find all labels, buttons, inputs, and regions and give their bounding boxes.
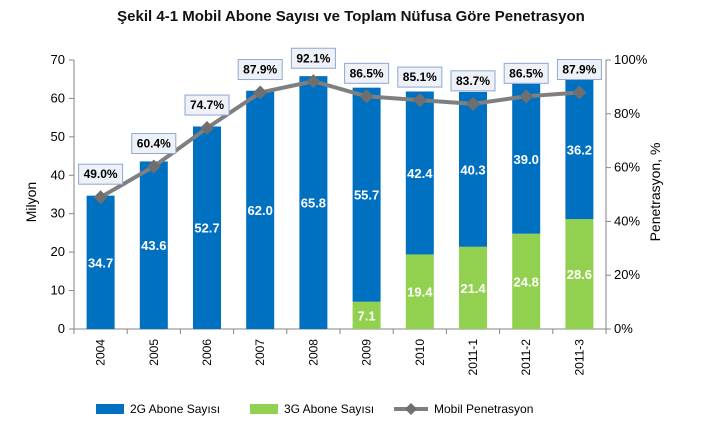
left-tick-label: 20 xyxy=(51,244,65,259)
x-tick-label: 2011-3 xyxy=(572,339,586,376)
left-tick-label: 0 xyxy=(58,321,65,336)
bar-3g-label: 21.4 xyxy=(460,281,486,296)
penetration-label: 49.0% xyxy=(84,167,118,181)
bar-3g-label: 24.8 xyxy=(514,274,539,289)
bar-2g-label: 43.6 xyxy=(141,238,166,253)
legend-2g-label: 2G Abone Sayısı xyxy=(130,402,220,416)
bar-2g-label: 62.0 xyxy=(248,203,273,218)
left-tick-label: 60 xyxy=(51,90,65,105)
bar-2g-label: 39.0 xyxy=(514,152,539,167)
penetration-label-box xyxy=(131,133,177,155)
y-axis-title: Milyon xyxy=(23,182,39,222)
x-tick-label: 2004 xyxy=(94,339,108,366)
legend-penetration-label: Mobil Penetrasyon xyxy=(434,402,533,416)
penetration-marker xyxy=(306,74,321,89)
penetration-label-box xyxy=(450,70,496,92)
bar-3g-label: 28.6 xyxy=(567,267,592,282)
bar-3g-label: 19.4 xyxy=(407,285,433,300)
bar-2g xyxy=(352,87,381,302)
legend-2g-swatch xyxy=(96,404,124,414)
x-tick-label: 2010 xyxy=(413,339,427,366)
penetration-label-box xyxy=(184,94,230,116)
bar-3g xyxy=(512,233,541,329)
penetration-marker xyxy=(253,85,268,100)
penetration-label: 85.1% xyxy=(403,70,437,84)
penetration-marker xyxy=(412,93,427,108)
right-tick-label: 60% xyxy=(614,160,640,175)
bar-2g xyxy=(193,126,221,329)
penetration-marker xyxy=(93,190,108,205)
bar-2g-label: 34.7 xyxy=(88,255,113,270)
bar-2g xyxy=(86,195,115,329)
bar-2g xyxy=(299,76,328,329)
right-tick-label: 20% xyxy=(614,267,640,282)
x-tick-label: 2005 xyxy=(147,339,161,366)
y2-axis-title: Penetrasyon, % xyxy=(647,143,663,242)
x-tick-label: 2007 xyxy=(253,339,267,366)
penetration-marker xyxy=(519,89,534,104)
penetration-label-box xyxy=(290,47,336,69)
bar-2g-label: 55.7 xyxy=(354,188,379,203)
penetration-label: 60.4% xyxy=(137,137,171,151)
left-tick-label: 40 xyxy=(51,167,65,182)
legend-3g-label: 3G Abone Sayısı xyxy=(284,402,374,416)
penetration-label-box xyxy=(237,59,283,81)
penetration-label: 83.7% xyxy=(456,74,490,88)
bar-3g xyxy=(405,254,434,329)
penetration-label-box xyxy=(344,62,390,84)
bar-2g xyxy=(565,79,594,220)
x-tick-label: 2006 xyxy=(200,339,214,366)
right-tick-label: 40% xyxy=(614,213,640,228)
right-tick-label: 100% xyxy=(614,52,648,67)
bar-2g-label: 42.4 xyxy=(407,166,433,181)
penetration-label-box xyxy=(78,163,124,185)
penetration-marker xyxy=(359,89,374,104)
penetration-label: 86.5% xyxy=(509,66,543,80)
left-tick-label: 70 xyxy=(51,52,65,67)
penetration-label-box xyxy=(397,66,443,88)
penetration-marker xyxy=(146,159,161,174)
bar-2g xyxy=(459,91,487,247)
bar-2g xyxy=(512,83,541,234)
bar-3g xyxy=(352,301,381,329)
left-tick-label: 10 xyxy=(51,283,65,298)
bar-2g-label: 36.2 xyxy=(567,143,592,158)
penetration-label: 87.9% xyxy=(562,63,596,77)
x-tick-label: 2009 xyxy=(360,339,374,366)
penetration-marker xyxy=(572,85,587,100)
bar-2g xyxy=(139,161,168,329)
bar-2g-label: 40.3 xyxy=(460,162,485,177)
bar-2g-label: 52.7 xyxy=(194,221,219,236)
penetration-label: 92.1% xyxy=(296,51,330,65)
right-tick-label: 80% xyxy=(614,106,640,121)
bar-3g xyxy=(459,246,487,329)
x-tick-label: 2011-1 xyxy=(466,339,480,376)
bar-2g-label: 65.8 xyxy=(301,196,326,211)
legend-penetration-marker xyxy=(405,403,417,415)
left-tick-label: 30 xyxy=(51,206,65,221)
penetration-label: 87.9% xyxy=(243,63,277,77)
penetration-label-box xyxy=(503,62,549,84)
bar-3g-label: 7.1 xyxy=(358,308,376,323)
penetration-marker xyxy=(200,121,214,136)
penetration-line xyxy=(99,79,580,199)
penetration-label-box xyxy=(556,59,602,81)
bar-3g xyxy=(565,219,594,329)
legend-3g-swatch xyxy=(250,404,278,414)
penetration-label: 86.5% xyxy=(350,66,384,80)
bar-2g xyxy=(405,91,434,255)
left-tick-label: 50 xyxy=(51,129,65,144)
right-tick-label: 0% xyxy=(614,321,633,336)
x-tick-label: 2008 xyxy=(306,339,320,366)
chart-title: Şekil 4-1 Mobil Abone Sayısı ve Toplam N… xyxy=(117,8,585,25)
x-tick-label: 2011-2 xyxy=(519,339,533,376)
penetration-marker xyxy=(466,96,480,111)
bar-2g xyxy=(246,90,275,329)
penetration-label: 74.7% xyxy=(190,98,224,112)
